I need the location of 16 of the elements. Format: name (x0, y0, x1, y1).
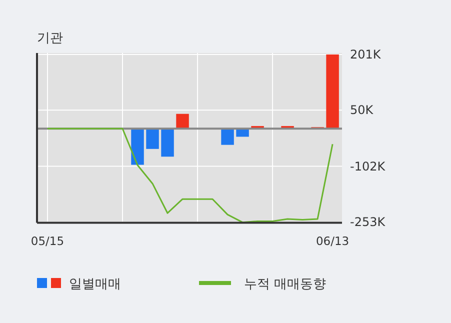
bar (161, 128, 174, 157)
legend-label: 일별매매 (69, 277, 121, 292)
bar (131, 128, 144, 165)
y-tick-label: 201K (350, 47, 382, 62)
legend-label: 누적 매매동향 (244, 277, 326, 292)
x-tick-label: 05/15 (30, 234, 64, 248)
y-tick-label: -253K (350, 214, 386, 229)
bar (176, 114, 189, 129)
x-tick-label: 06/13 (316, 234, 350, 248)
bar (146, 128, 159, 149)
line-series (46, 128, 334, 224)
bar (326, 54, 339, 129)
chart-title: 기관 (37, 31, 63, 46)
bar (221, 128, 234, 145)
y-tick-label: 50K (350, 103, 374, 118)
y-tick-label: -102K (350, 159, 386, 174)
